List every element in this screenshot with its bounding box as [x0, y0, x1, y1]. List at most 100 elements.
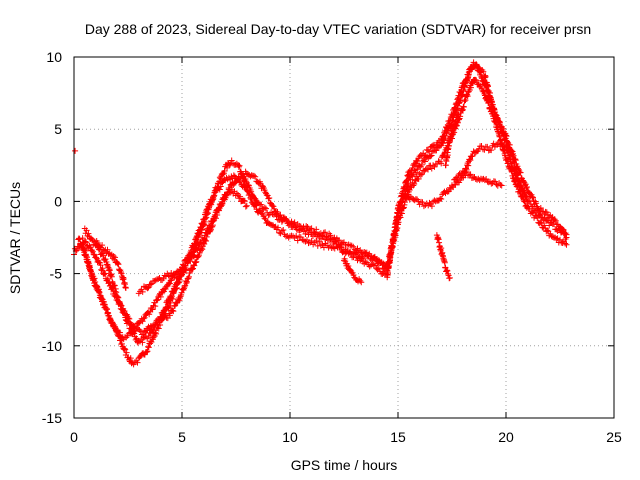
data-point: [173, 299, 180, 306]
data-point: [277, 211, 284, 218]
data-point: [459, 106, 466, 113]
data-point: [118, 340, 125, 347]
data-point: [562, 240, 569, 247]
data-point: [252, 173, 259, 180]
data-point: [145, 343, 152, 350]
data-point: [265, 212, 272, 219]
data-point: [322, 229, 329, 236]
data-point: [198, 227, 205, 234]
data-point: [404, 193, 411, 200]
data-point: [109, 319, 116, 326]
data-point: [312, 230, 319, 237]
data-point: [319, 241, 326, 248]
series-track-8: [92, 238, 129, 292]
series-track-11: [442, 111, 462, 169]
data-point: [151, 321, 158, 328]
data-point: [443, 124, 450, 131]
data-point: [445, 272, 452, 279]
data-point: [216, 174, 223, 181]
data-point: [260, 183, 266, 190]
data-point: [465, 162, 472, 169]
data-point: [105, 310, 112, 317]
data-point: [122, 285, 129, 292]
data-point: [83, 239, 90, 246]
data-point: [559, 226, 566, 233]
data-point: [358, 279, 365, 286]
data-point: [453, 100, 460, 107]
data-point: [85, 230, 92, 237]
data-point: [143, 348, 150, 355]
data-point: [90, 251, 97, 258]
data-point: [411, 180, 418, 187]
data-point: [121, 307, 128, 314]
data-point: [183, 278, 190, 285]
data-point: [452, 119, 459, 126]
data-point: [473, 77, 480, 84]
data-point: [150, 334, 157, 341]
data-point: [375, 265, 382, 272]
data-point: [476, 64, 482, 71]
data-point: [353, 254, 360, 261]
data-point: [172, 286, 179, 293]
data-point: [521, 198, 528, 205]
data-point: [166, 312, 173, 319]
data-point: [440, 140, 447, 147]
data-point: [221, 167, 228, 174]
data-point: [194, 237, 201, 244]
data-point: [106, 267, 113, 274]
data-point: [144, 335, 151, 342]
data-point: [246, 190, 253, 197]
data-point: [83, 254, 90, 261]
data-point: [412, 176, 419, 183]
data-point: [303, 227, 310, 234]
data-point: [247, 194, 254, 201]
data-point: [102, 256, 109, 263]
data-point: [112, 254, 119, 261]
data-point: [341, 246, 347, 253]
y-tick-label: 0: [54, 193, 62, 209]
data-point: [243, 202, 250, 209]
data-point: [217, 183, 224, 190]
data-point: [459, 107, 466, 114]
data-point: [105, 312, 112, 319]
data-point: [139, 288, 146, 295]
data-point: [114, 259, 121, 266]
data-point: [134, 359, 141, 366]
data-point: [421, 153, 428, 160]
data-point: [438, 160, 445, 167]
data-point: [500, 141, 507, 148]
data-point: [99, 265, 106, 272]
data-point: [274, 209, 281, 215]
data-point: [472, 61, 479, 68]
data-point: [521, 179, 528, 186]
data-point: [463, 77, 470, 84]
data-point: [252, 201, 259, 208]
y-tick-label: -10: [42, 338, 62, 354]
data-point: [209, 196, 216, 203]
data-point: [470, 174, 477, 181]
data-point: [140, 315, 147, 322]
data-point: [319, 232, 326, 239]
data-point: [119, 307, 126, 314]
data-point: [512, 156, 519, 163]
data-point: [496, 119, 503, 126]
data-point: [553, 235, 560, 242]
data-point: [557, 236, 563, 243]
data-point: [244, 187, 251, 194]
data-point: [183, 280, 190, 287]
data-point: [497, 181, 504, 188]
data-point: [495, 140, 502, 147]
data-point: [463, 168, 470, 175]
data-point: [415, 175, 422, 182]
data-point: [245, 181, 252, 188]
data-point: [496, 118, 503, 125]
data-point: [485, 179, 492, 186]
data-point: [460, 103, 467, 110]
data-point: [141, 314, 148, 321]
data-point: [537, 205, 544, 212]
data-point: [552, 217, 559, 224]
data-point: [293, 232, 300, 239]
data-point: [209, 222, 216, 229]
data-point: [336, 237, 343, 244]
